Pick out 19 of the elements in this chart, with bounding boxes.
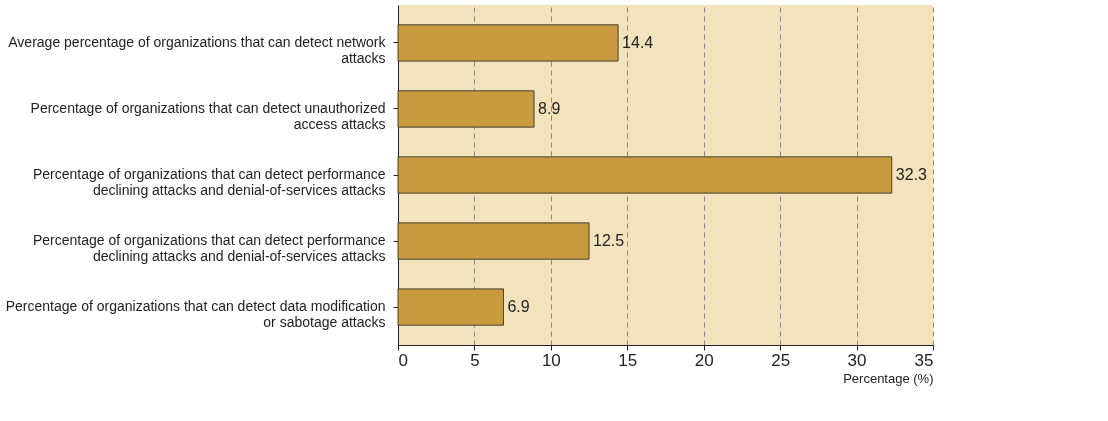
- x-tick-label: 30: [847, 350, 867, 370]
- x-tick-label: 10: [541, 350, 561, 370]
- data-label: 8.9: [538, 99, 561, 117]
- data-label: 12.5: [593, 232, 625, 250]
- x-tick-label: 25: [771, 350, 791, 370]
- x-axis-title: Percentage (%): [843, 370, 934, 386]
- x-tick-label: 20: [694, 350, 714, 370]
- data-label: 32.3: [895, 166, 927, 183]
- x-tick-label: 35: [914, 350, 934, 370]
- y-tick-label: Percentage of organizations that can detect unauthorized access attacks: [30, 99, 386, 132]
- x-tick-label: 0: [398, 350, 408, 370]
- y-tick-label: Percentage of organizations that can detect data modification or sabotage attacks: [5, 298, 386, 331]
- data-label: 6.9: [507, 298, 530, 316]
- data-label: 14.4: [622, 33, 654, 51]
- x-tick-label: 5: [470, 350, 480, 370]
- x-tick-label: 15: [618, 350, 638, 370]
- y-tick-label: Average percentage of organizations that can detect network attacks: [8, 33, 387, 66]
- y-tick-label: Percentage of organizations that can detect performance declining attacks and denial-of-services attacks: [32, 232, 386, 265]
- y-tick-label: Percentage of organizations that can detect performance declining attacks and denial-of-services attacks: [32, 166, 386, 198]
